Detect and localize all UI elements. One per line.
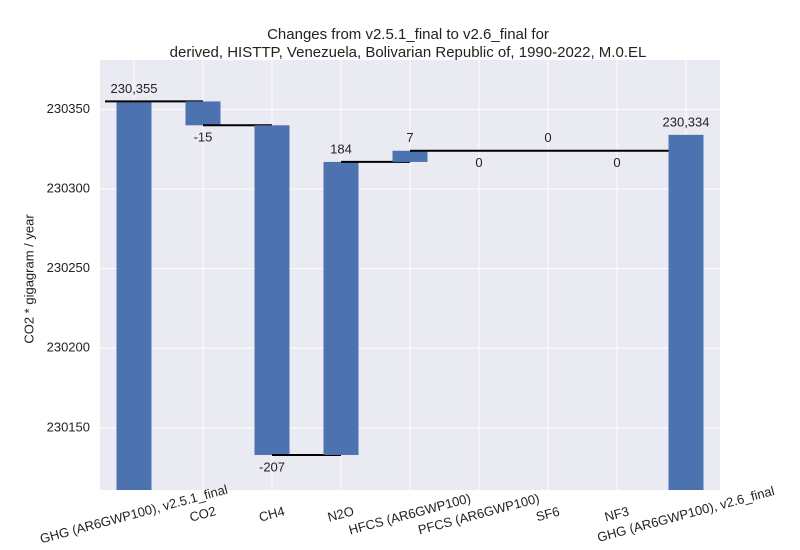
value-label: 0	[613, 155, 620, 170]
bar	[392, 150, 428, 162]
x-tick-label: NF3	[603, 504, 631, 525]
value-label: -15	[194, 130, 213, 145]
value-label: 184	[330, 141, 352, 156]
value-label: 230,355	[111, 81, 158, 96]
y-tick-label: 230150	[47, 419, 90, 434]
chart-title: derived, HISTTP, Venezuela, Bolivarian R…	[170, 44, 647, 61]
chart-title: Changes from v2.5.1_final to v2.6_final …	[267, 26, 549, 43]
bar	[668, 134, 704, 490]
y-tick-label: 230250	[47, 260, 90, 275]
y-tick-label: 230350	[47, 101, 90, 116]
value-label: 0	[475, 155, 482, 170]
bar	[185, 101, 221, 126]
bar	[116, 101, 152, 490]
value-label: 7	[406, 130, 413, 145]
bar	[323, 161, 359, 455]
value-label: 0	[544, 130, 551, 145]
y-tick-label: 230300	[47, 180, 90, 195]
x-tick-label: N2O	[326, 503, 356, 524]
y-tick-label: 230200	[47, 340, 90, 355]
y-axis-label: CO2 * gigagram / year	[21, 214, 36, 344]
x-tick-label: CH4	[257, 503, 286, 524]
bar	[254, 125, 290, 455]
value-label: -207	[259, 459, 285, 474]
x-tick-label: SF6	[534, 504, 561, 525]
x-tick-label: CO2	[188, 503, 218, 524]
value-label: 230,334	[663, 114, 710, 129]
